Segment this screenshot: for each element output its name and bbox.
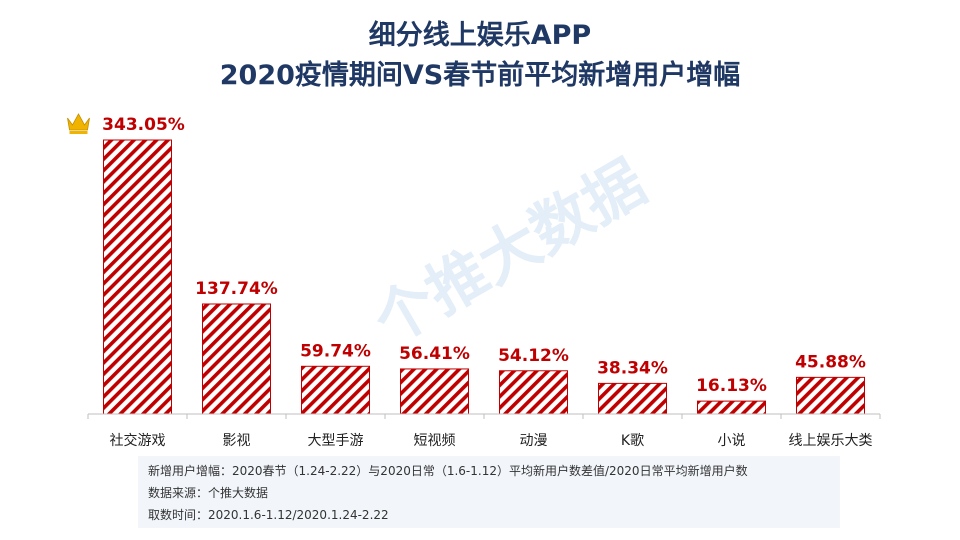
category-label: 线上娱乐大类 [789, 433, 873, 449]
bar [103, 139, 172, 415]
bar [400, 368, 469, 415]
chart-notes: 新增用户增幅：2020春节（1.24-2.22）与2020日常（1.6-1.12… [138, 456, 840, 528]
value-label: 137.74% [195, 279, 278, 299]
note-source: 数据来源：个推大数据 [148, 486, 269, 500]
crown-icon [67, 113, 90, 134]
chart-title-line2: 2020疫情期间VS春节前平均新增用户增幅 [219, 60, 741, 91]
note-period: 取数时间：2020.1.6-1.12/2020.1.24-2.22 [148, 508, 389, 522]
category-label: 动漫 [520, 433, 548, 449]
chart-title-line1: 细分线上娱乐APP [368, 20, 592, 51]
value-label: 56.41% [399, 344, 470, 364]
bar [499, 370, 568, 415]
value-label: 59.74% [300, 341, 371, 361]
value-label: 343.05% [102, 115, 185, 135]
watermark: 个推大数据 [363, 147, 658, 358]
category-label: 短视频 [414, 433, 456, 449]
value-label: 38.34% [597, 358, 668, 378]
bar [202, 303, 271, 415]
bar [301, 365, 370, 415]
category-label: 小说 [718, 433, 746, 449]
value-label: 16.13% [696, 376, 767, 396]
category-label: 影视 [223, 433, 251, 449]
value-label: 54.12% [498, 346, 569, 366]
category-label: 大型手游 [308, 433, 364, 449]
note-definition: 新增用户增幅：2020春节（1.24-2.22）与2020日常（1.6-1.12… [148, 464, 748, 478]
category-label: 社交游戏 [110, 432, 166, 449]
value-label: 45.88% [795, 352, 866, 372]
bar [697, 400, 766, 415]
bar [598, 382, 667, 415]
bar [796, 376, 865, 415]
category-label: K歌 [621, 433, 644, 449]
